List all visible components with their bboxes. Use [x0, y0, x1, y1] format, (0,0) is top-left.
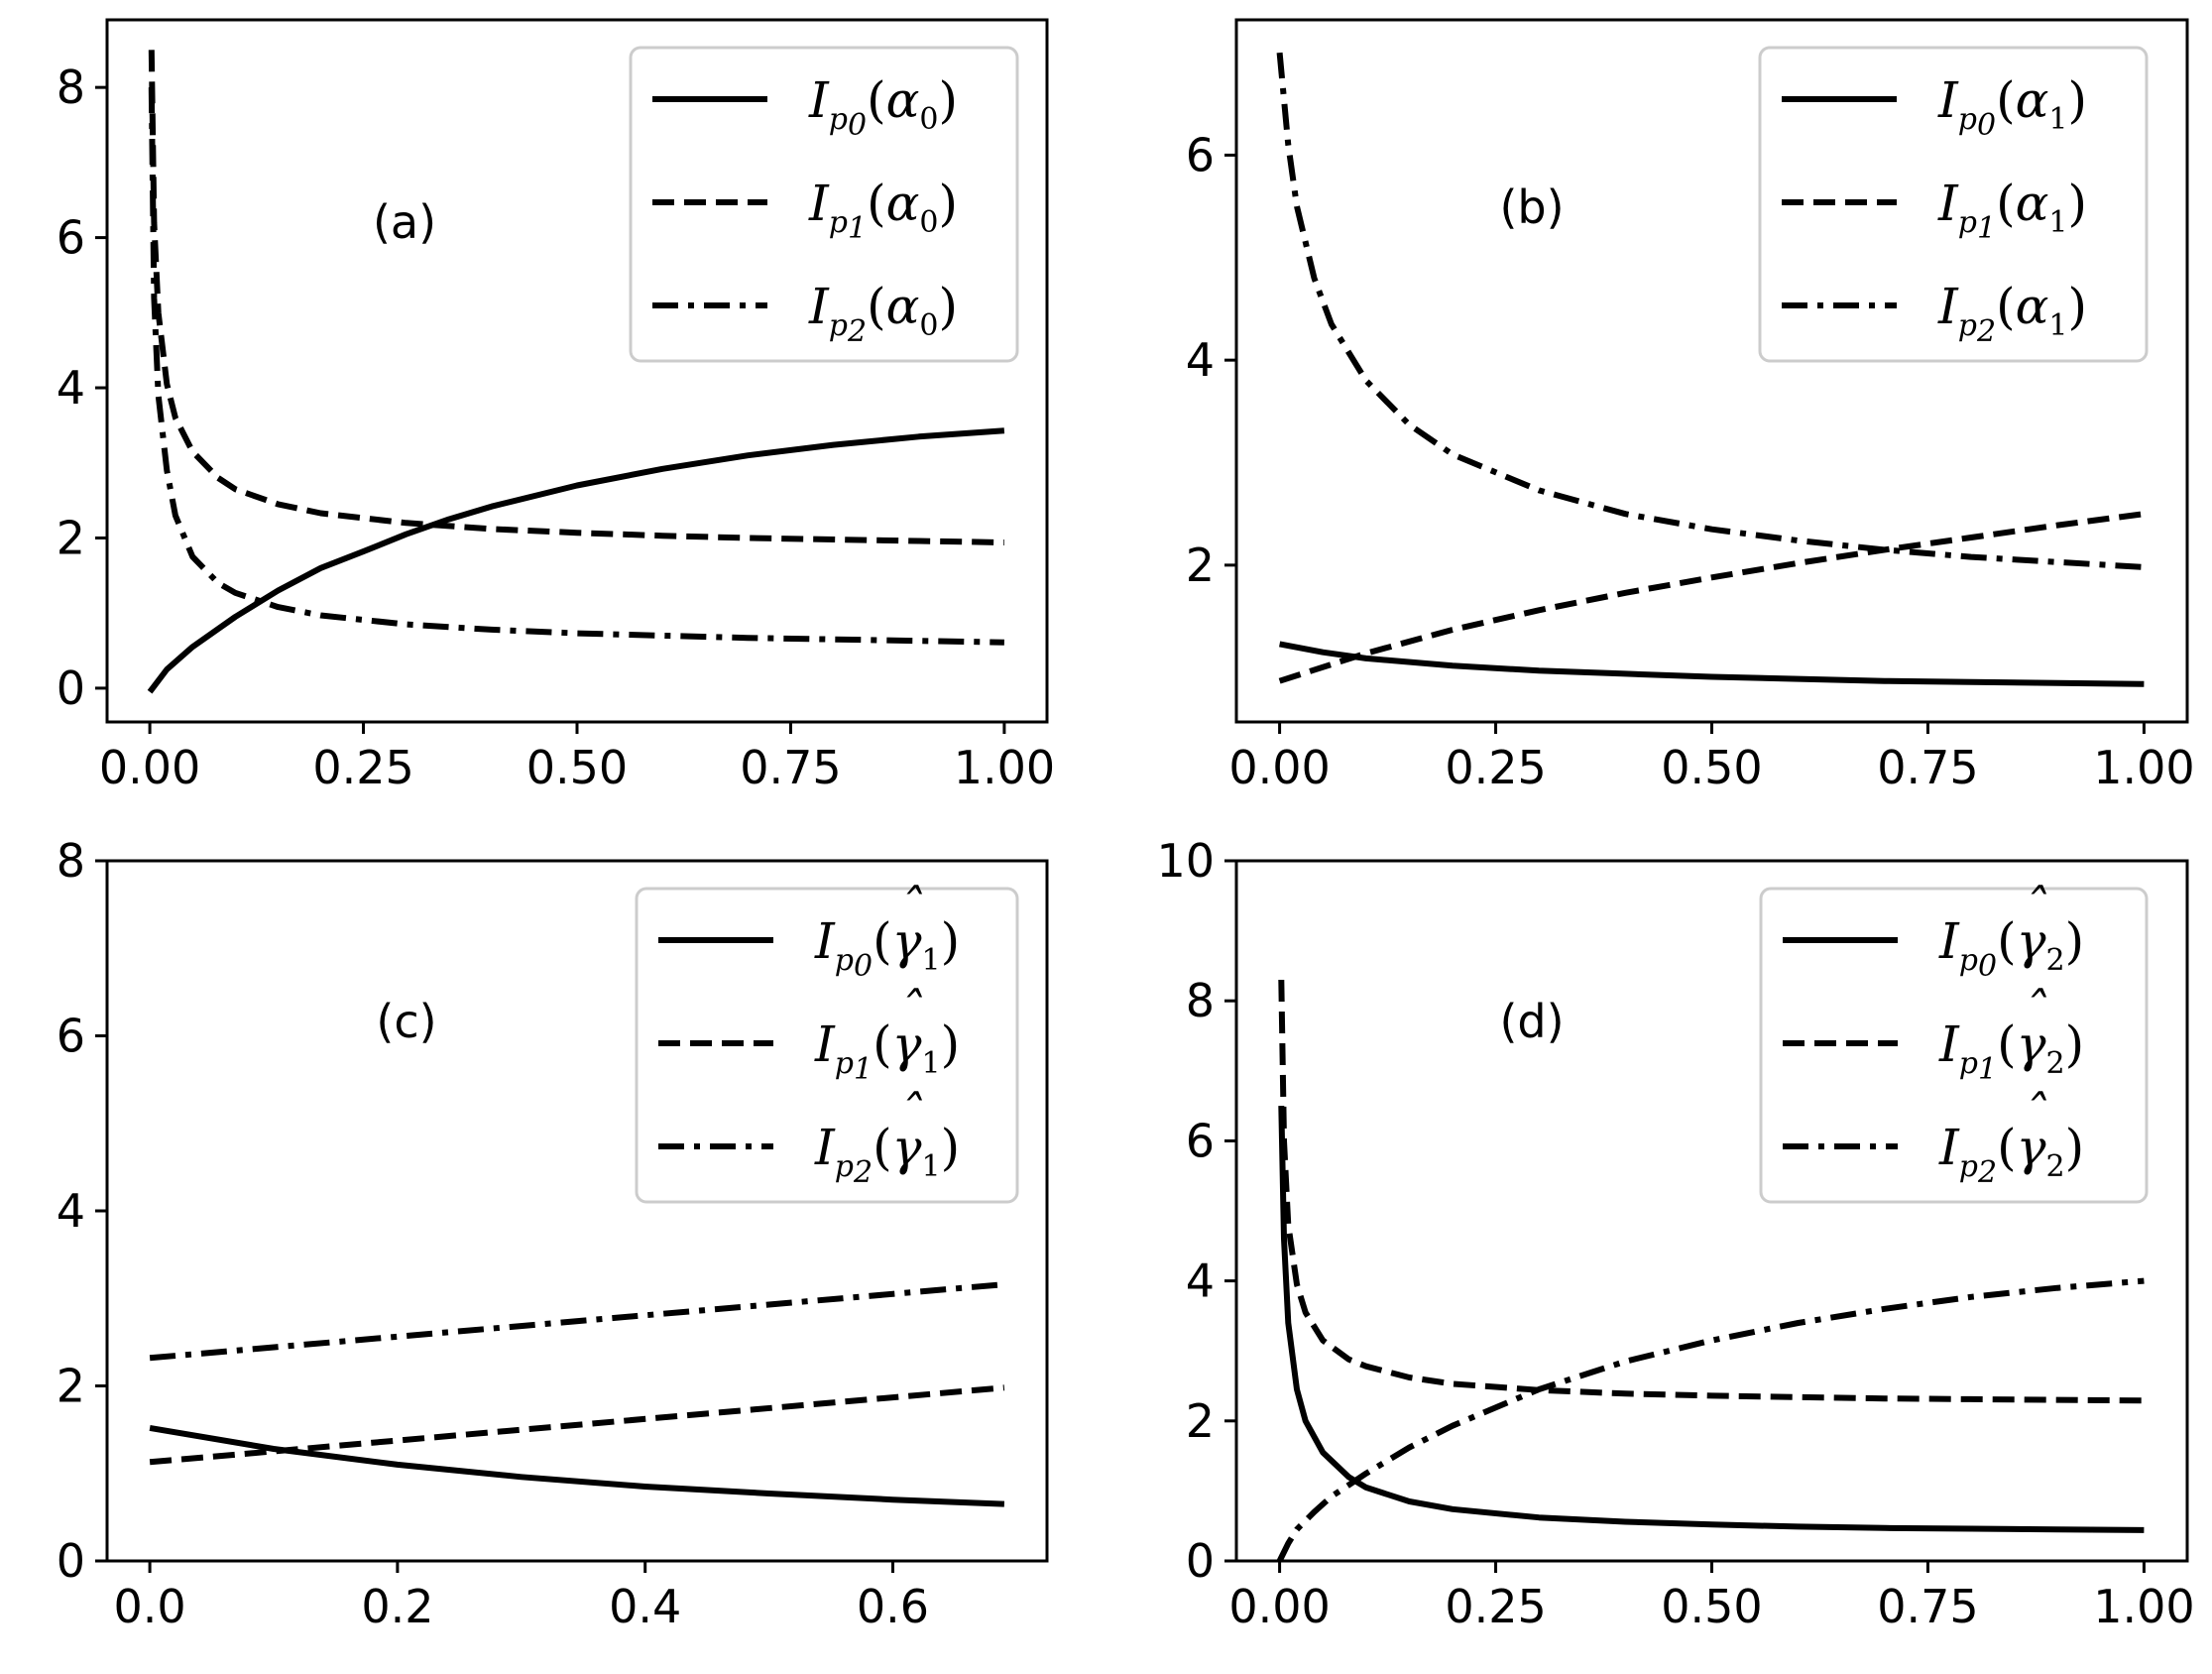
x-tick-label-c-3: 0.6 [857, 1580, 929, 1633]
y-tick-label-d-2: 4 [1186, 1255, 1215, 1308]
x-tick-label-d-2: 0.50 [1661, 1580, 1762, 1633]
series-line-b-2 [1276, 52, 2145, 570]
panel-label-d: (d) [1499, 995, 1564, 1048]
legend-b: Ip0(α1) Ip1(α1) Ip2(α1) [1758, 46, 2149, 363]
legend-frame-b [1758, 46, 2149, 363]
chart-panel-a: 0.00 0.25 0.50 0.75 1.00 0 2 4 6 8 (a) Ip0(α0) Ip1(α… [57, 18, 1055, 794]
x-tick-label-d-4: 1.00 [2093, 1580, 2194, 1633]
y-tick-label-b-2: 6 [1186, 128, 1215, 181]
legend-label-c-2: Ip2(γ1) [814, 1119, 960, 1190]
legend-a: Ip0(α0) Ip1(α0) Ip2(α0) [629, 46, 1019, 363]
x-tick-label-c-2: 0.4 [609, 1580, 681, 1633]
panel-label-c: (c) [376, 995, 436, 1048]
y-tick-label-a-4: 8 [57, 60, 85, 114]
x-tick-label-a-0: 0.00 [99, 741, 200, 794]
y-tick-label-a-0: 0 [57, 661, 85, 715]
legend-label-b-2: Ip2(α1) [1937, 278, 2087, 349]
legend-frame-a [629, 46, 1019, 363]
x-tick-label-b-1: 0.25 [1445, 741, 1546, 794]
legend-frame-d [1759, 887, 2149, 1204]
legend-label-d-2: Ip2(γ2) [1938, 1119, 2084, 1190]
legend-label-c-0: Ip0(γ1) [814, 912, 960, 984]
legend-label-a-1: Ip1(α0) [808, 175, 958, 246]
legend-label-d-1: Ip1(γ2) [1938, 1016, 2084, 1087]
y-tick-label-a-1: 2 [57, 511, 85, 564]
x-tick-label-b-4: 1.00 [2093, 741, 2194, 794]
y-tick-label-c-0: 0 [57, 1534, 85, 1588]
series-line-a-0 [147, 427, 1005, 694]
series-line-a-1 [148, 50, 1004, 545]
legend-hat-d-0: ˆ [2023, 879, 2047, 936]
series-line-a-2 [148, 87, 1004, 646]
legend-hat-c-0: ˆ [898, 879, 923, 936]
legend-d: Ip0(γ2)Ip1(γ2)Ip2(γ2)ˆˆˆ [1759, 879, 2149, 1204]
legend-hat-d-2: ˆ [2023, 1085, 2047, 1142]
legend-hat-d-1: ˆ [2023, 982, 2047, 1039]
chart-panel-d: 0.00 0.25 0.50 0.75 1.00 0 2 4 6 8 10 (d) Ip0(γ2) Ip1… [1156, 834, 2194, 1633]
x-tick-label-a-3: 0.75 [740, 741, 841, 794]
panel-label-a: (a) [373, 195, 436, 249]
x-tick-label-a-1: 0.25 [312, 741, 413, 794]
legend-label-b-1: Ip1(α1) [1937, 175, 2087, 246]
y-tick-label-d-0: 0 [1186, 1534, 1215, 1588]
x-tick-label-a-4: 1.00 [954, 741, 1055, 794]
legend-label-a-0: Ip0(α0) [808, 71, 958, 143]
x-tick-label-d-3: 0.75 [1877, 1580, 1978, 1633]
series-line-d-2 [1276, 1277, 2145, 1561]
y-tick-label-c-2: 4 [57, 1184, 85, 1238]
y-tick-label-c-3: 6 [57, 1010, 85, 1063]
chart-panel-c: 0.0 0.2 0.4 0.6 0 2 4 6 8 (c) Ip0(γ1) Ip1(γ1) Ip2(γ1… [57, 834, 1049, 1633]
x-tick-label-c-0: 0.0 [114, 1580, 186, 1633]
y-tick-label-c-4: 8 [57, 834, 85, 888]
legend-hat-c-1: ˆ [898, 982, 923, 1039]
legend-frame-c [635, 887, 1019, 1204]
y-tick-label-b-1: 4 [1186, 333, 1215, 387]
series-line-c-2 [149, 1281, 1005, 1362]
x-tick-label-d-0: 0.00 [1228, 1580, 1330, 1633]
y-tick-label-a-3: 6 [57, 211, 85, 265]
y-tick-label-d-1: 2 [1186, 1394, 1215, 1448]
y-tick-label-b-0: 2 [1186, 538, 1215, 592]
legend-label-b-0: Ip0(α1) [1937, 71, 2087, 143]
legend-c: Ip0(γ1)Ip1(γ1)Ip2(γ1)ˆˆˆ [635, 879, 1019, 1204]
x-tick-label-b-2: 0.50 [1661, 741, 1762, 794]
legend-hat-c-2: ˆ [898, 1085, 923, 1142]
legend-label-a-2: Ip2(α0) [808, 278, 958, 349]
series-line-d-1 [1278, 979, 2145, 1404]
x-tick-label-d-1: 0.25 [1445, 1580, 1546, 1633]
y-tick-label-d-3: 6 [1186, 1114, 1215, 1167]
y-tick-label-d-5: 10 [1156, 834, 1215, 888]
series-line-d-0 [1278, 1106, 2145, 1533]
panel-label-b: (b) [1499, 180, 1564, 234]
y-tick-label-c-1: 2 [57, 1360, 85, 1413]
x-tick-label-a-2: 0.50 [526, 741, 628, 794]
y-tick-label-d-4: 8 [1186, 974, 1215, 1027]
legend-label-c-1: Ip1(γ1) [814, 1016, 960, 1087]
x-tick-label-c-1: 0.2 [361, 1580, 433, 1633]
chart-panel-b: 0.00 0.25 0.50 0.75 1.00 2 4 6 (b) Ip0(α1) Ip1(α1)… [1186, 18, 2195, 794]
y-tick-label-a-2: 4 [57, 361, 85, 415]
x-tick-label-b-3: 0.75 [1877, 741, 1978, 794]
legend-label-d-0: Ip0(γ2) [1938, 912, 2084, 984]
x-tick-label-b-0: 0.00 [1228, 741, 1330, 794]
series-line-b-1 [1278, 511, 2145, 684]
series-line-c-1 [149, 1384, 1005, 1466]
